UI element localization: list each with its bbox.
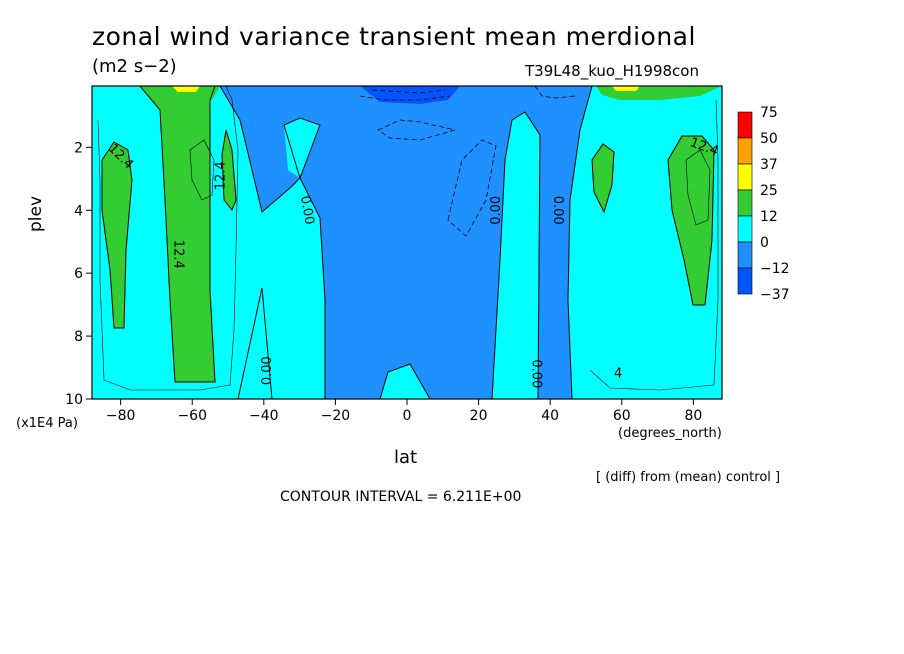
run-id: T39L48_kuo_H1998con xyxy=(525,62,699,80)
colorbar-label: −12 xyxy=(760,261,790,277)
contour-label: 12.4 xyxy=(170,240,185,269)
colorbar-swatch xyxy=(737,215,753,243)
field-positive-left-2 xyxy=(140,86,215,382)
x-axis-label: lat xyxy=(394,447,418,468)
field-strong-negative-top xyxy=(360,86,460,104)
contour-label: 4 xyxy=(614,366,622,381)
contour-labels: 12.412.412.412.40.00 0.00 0.000.00 0.00 4 xyxy=(105,135,720,388)
x-tick-label: 40 xyxy=(541,408,559,424)
x-tick-label: −60 xyxy=(177,408,207,424)
y-tick-label: 6 xyxy=(74,266,83,282)
y-tick-label: 4 xyxy=(74,203,83,219)
x-tick-label: −20 xyxy=(321,408,351,424)
x-tick-label: −80 xyxy=(106,408,136,424)
field-positive-top-left xyxy=(140,86,220,100)
colorbar-swatch xyxy=(737,241,753,269)
colorbar-label: 37 xyxy=(760,157,778,173)
x-tick-label: 60 xyxy=(613,408,631,424)
contour-label: 0.00 xyxy=(489,196,504,225)
field-negative-region xyxy=(220,86,592,399)
field-strong-top-left xyxy=(172,86,200,92)
x-axis-units: (degrees_north) xyxy=(618,426,722,441)
contour-label: 0.00 xyxy=(297,195,317,226)
contour-label: 0.00 xyxy=(528,359,543,388)
colorbar-swatch xyxy=(737,137,753,165)
field-strong-top-right xyxy=(612,86,640,91)
colorbar: 75 50 37 25 12 0 −12 −37 xyxy=(737,105,790,303)
colorbar-swatch xyxy=(737,189,753,217)
colorbar-label: 25 xyxy=(760,183,778,199)
y-axis-units: (x1E4 Pa) xyxy=(16,416,78,431)
colorbar-swatch xyxy=(737,163,753,191)
colorbar-label: −37 xyxy=(760,287,790,303)
field-positive-right-1 xyxy=(592,144,614,212)
y-axis-label: plev xyxy=(26,195,46,232)
contour-label: 0.00 xyxy=(260,356,275,385)
colorbar-label: 0 xyxy=(760,235,769,251)
contour-lines xyxy=(97,86,719,399)
colorbar-label: 50 xyxy=(760,131,778,147)
chart-units: (m2 s−2) xyxy=(92,56,177,77)
colorbar-swatch xyxy=(737,267,753,295)
x-tick-label: 0 xyxy=(403,408,412,424)
field-cyan-bottom-left xyxy=(238,288,272,399)
x-tick-label: 80 xyxy=(684,408,702,424)
y-tick-label: 2 xyxy=(74,140,83,156)
colorbar-label: 12 xyxy=(760,209,778,225)
diff-note: [ (diff) from (mean) control ] xyxy=(596,470,781,485)
field-positive-left-1 xyxy=(102,142,132,328)
axis-ticks: −80 −60 −40 −20 0 20 40 60 80 2 4 6 8 10 xyxy=(65,140,702,424)
contour-fields xyxy=(92,86,722,399)
field-positive-right-2 xyxy=(668,136,714,305)
contour-label: 12.4 xyxy=(213,161,228,190)
colorbar-swatch xyxy=(737,111,753,139)
y-tick-label: 8 xyxy=(74,329,83,345)
x-tick-label: 20 xyxy=(470,408,488,424)
contour-interval: CONTOUR INTERVAL = 6.211E+00 xyxy=(280,489,522,505)
colorbar-label: 75 xyxy=(760,105,778,121)
field-positive-left-3 xyxy=(222,130,236,210)
contour-label: 0.00 xyxy=(550,196,565,225)
y-tick-label: 10 xyxy=(65,392,83,408)
chart-title: zonal wind variance transient mean merdi… xyxy=(92,22,696,51)
field-cyan-tongue xyxy=(284,118,320,178)
x-tick-label: −40 xyxy=(249,408,279,424)
